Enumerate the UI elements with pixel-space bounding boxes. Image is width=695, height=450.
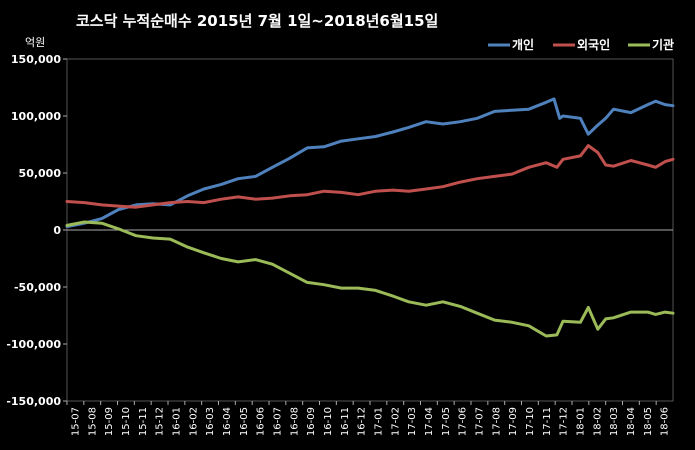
x-tick-label: 15-09 (104, 407, 115, 436)
x-tick-label: 17-10 (525, 407, 536, 436)
x-tick-label: 16-09 (306, 407, 317, 436)
x-tick-label: 15-11 (138, 407, 149, 436)
x-tick-label: 18-02 (592, 407, 603, 436)
x-tick-label: 18-06 (660, 407, 671, 436)
x-tick-label: 18-03 (609, 407, 620, 436)
x-tick-label: 15-10 (121, 407, 132, 436)
y-tick-label: -150,000 (6, 395, 61, 408)
series-lines (65, 97, 675, 338)
unit-label: 억원 (25, 36, 45, 49)
x-tick-label: 16-08 (289, 407, 300, 436)
legend-label: 외국인 (577, 37, 610, 52)
y-tick-label: -100,000 (6, 338, 61, 351)
x-tick-label: 16-03 (205, 407, 216, 436)
x-axis-ticks: 15-07 15-08 15-09 15-10 15-11 15-12 16-01 16-02… (66, 401, 671, 436)
x-tick-label: 17-12 (559, 407, 570, 436)
x-tick-label: 17-04 (424, 407, 435, 436)
x-tick-label: 17-02 (390, 407, 401, 436)
x-tick-label: 17-01 (373, 407, 384, 436)
legend: 개인 외국인 기관 (488, 37, 674, 52)
x-tick-label: 15-12 (155, 407, 166, 436)
x-tick-label: 16-12 (357, 407, 368, 436)
y-tick-label: 100,000 (11, 110, 61, 123)
x-tick-label: 18-04 (626, 407, 637, 436)
chart-title: 코스닥 누적순매수 2015년 7월 1일~2018년6월15일 (76, 12, 438, 30)
x-tick-label: 16-07 (272, 407, 283, 436)
x-tick-label: 18-05 (643, 407, 654, 436)
x-tick-label: 17-06 (458, 407, 469, 436)
x-tick-label: 16-05 (239, 407, 250, 436)
series-line-기관 (65, 220, 675, 338)
x-tick-label: 17-08 (491, 407, 502, 436)
legend-label: 기관 (652, 37, 674, 52)
series-line-개인 (65, 97, 675, 229)
y-axis-ticks: 150,000 100,000 50,000 0 -50,000 -100,000 -150… (6, 53, 67, 408)
x-tick-label: 16-01 (171, 407, 182, 436)
x-tick-label: 16-11 (340, 407, 351, 436)
legend-label: 개인 (512, 37, 534, 52)
series-line-외국인 (65, 144, 675, 209)
x-tick-label: 17-05 (441, 407, 452, 436)
x-tick-label: 16-06 (256, 407, 267, 436)
x-tick-label: 17-09 (508, 407, 519, 436)
x-tick-label: 15-08 (87, 407, 98, 436)
y-tick-label: 0 (53, 224, 61, 237)
x-tick-label: 17-11 (542, 407, 553, 436)
y-tick-label: -50,000 (14, 281, 61, 294)
x-tick-label: 16-10 (323, 407, 334, 436)
y-tick-label: 150,000 (11, 53, 61, 66)
x-tick-label: 18-01 (575, 407, 586, 436)
x-tick-label: 17-07 (474, 407, 485, 436)
x-tick-label: 15-07 (70, 407, 81, 436)
x-tick-label: 16-04 (222, 407, 233, 436)
x-tick-label: 16-02 (188, 407, 199, 436)
y-tick-label: 50,000 (19, 167, 62, 180)
x-tick-label: 17-03 (407, 407, 418, 436)
